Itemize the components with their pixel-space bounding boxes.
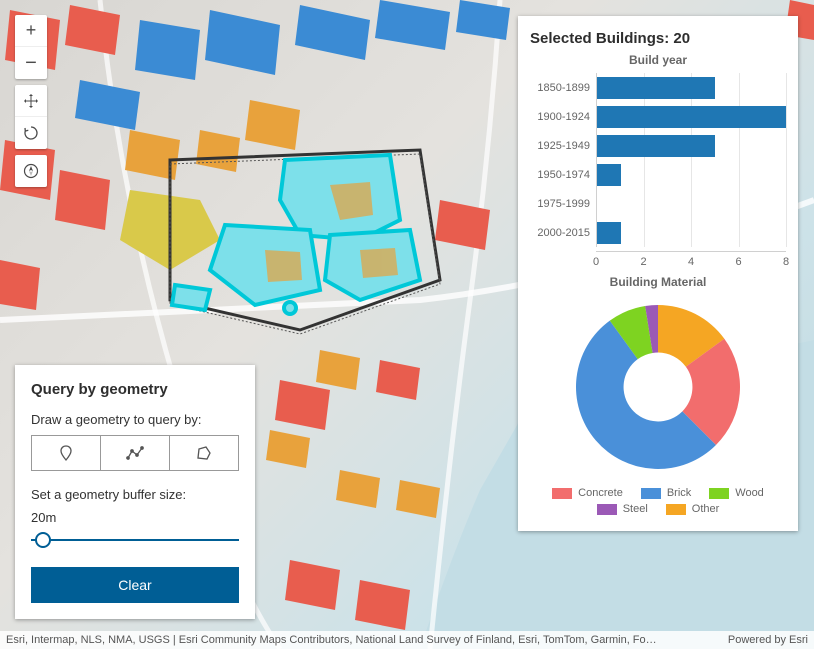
- attribution-text: Esri, Intermap, NLS, NMA, USGS | Esri Co…: [6, 634, 657, 646]
- buffer-size-label: Set a geometry buffer size:: [31, 487, 239, 502]
- bar: [597, 222, 621, 244]
- bar: [597, 106, 786, 128]
- bar-row: 2000-2015: [530, 218, 786, 247]
- axis-tick: 8: [783, 256, 789, 268]
- legend-label: Concrete: [578, 487, 623, 499]
- legend-swatch: [666, 504, 686, 515]
- compass-group: [15, 155, 47, 187]
- draw-line-button[interactable]: [101, 436, 170, 470]
- bar-category-label: 1850-1899: [530, 82, 596, 94]
- bar: [597, 135, 715, 157]
- rotate-button[interactable]: [15, 117, 47, 149]
- results-title-prefix: Selected Buildings:: [530, 30, 673, 47]
- legend-swatch: [641, 488, 661, 499]
- compass-button[interactable]: [15, 155, 47, 187]
- bar-row: 1900-1924: [530, 102, 786, 131]
- bar-row: 1925-1949: [530, 131, 786, 160]
- query-panel: Query by geometry Draw a geometry to que…: [15, 365, 255, 619]
- zoom-group: + −: [15, 15, 47, 79]
- zoom-in-button[interactable]: +: [15, 15, 47, 47]
- legend-label: Steel: [623, 503, 648, 515]
- map-nav-tools: + −: [15, 15, 47, 187]
- axis-tick: 4: [688, 256, 694, 268]
- point-pin-icon: [57, 444, 75, 462]
- pan-rotate-group: [15, 85, 47, 149]
- query-panel-title: Query by geometry: [31, 381, 239, 398]
- slider-track: [31, 539, 239, 541]
- app-root: + − Query by geometry Draw a geometry to…: [0, 0, 814, 649]
- legend-swatch: [552, 488, 572, 499]
- plus-icon: +: [26, 20, 37, 41]
- bar-category-label: 1900-1924: [530, 111, 596, 123]
- legend-label: Wood: [735, 487, 764, 499]
- legend-swatch: [709, 488, 729, 499]
- geometry-type-buttons: [31, 435, 239, 471]
- bar-category-label: 1925-1949: [530, 140, 596, 152]
- zoom-out-button[interactable]: −: [15, 47, 47, 79]
- buffer-slider[interactable]: [31, 529, 239, 551]
- legend-item: Steel: [597, 503, 648, 515]
- bar: [597, 77, 715, 99]
- bar-category-label: 2000-2015: [530, 227, 596, 239]
- clear-button-label: Clear: [118, 577, 151, 593]
- slider-thumb[interactable]: [35, 532, 51, 548]
- legend-item: Other: [666, 503, 720, 515]
- results-title: Selected Buildings: 20: [530, 30, 786, 47]
- powered-by[interactable]: Powered by Esri: [728, 634, 808, 646]
- results-count: 20: [673, 30, 690, 47]
- attribution-bar: Esri, Intermap, NLS, NMA, USGS | Esri Co…: [0, 631, 814, 649]
- draw-point-button[interactable]: [32, 436, 101, 470]
- donut-svg: [568, 297, 748, 477]
- polygon-icon: [195, 444, 213, 462]
- bar-row: 1850-1899: [530, 73, 786, 102]
- buffer-size-value: 20m: [31, 510, 239, 525]
- build-year-bar-chart: 1850-1899 1900-1924 1925-1949 1950-1974 1975…: [530, 73, 786, 271]
- legend-label: Other: [692, 503, 720, 515]
- bar-category-label: 1975-1999: [530, 198, 596, 210]
- bar-row: 1950-1974: [530, 160, 786, 189]
- axis-tick: 2: [640, 256, 646, 268]
- legend-item: Wood: [709, 487, 764, 499]
- polyline-icon: [126, 444, 144, 462]
- pan-icon: [23, 93, 39, 109]
- bar-row: 1975-1999: [530, 189, 786, 218]
- draw-polygon-button[interactable]: [170, 436, 238, 470]
- legend-item: Brick: [641, 487, 691, 499]
- pan-button[interactable]: [15, 85, 47, 117]
- donut-legend: Concrete Brick Wood Steel Other: [530, 487, 786, 515]
- legend-label: Brick: [667, 487, 691, 499]
- bar-chart-title: Build year: [530, 53, 786, 67]
- legend-item: Concrete: [552, 487, 623, 499]
- bar-category-label: 1950-1974: [530, 169, 596, 181]
- axis-tick: 6: [735, 256, 741, 268]
- minus-icon: −: [25, 52, 37, 75]
- results-panel: Selected Buildings: 20 Build year 1850-1…: [518, 16, 798, 531]
- rotate-icon: [23, 125, 39, 141]
- axis-tick: 0: [593, 256, 599, 268]
- bar: [597, 164, 621, 186]
- material-donut-chart: [530, 297, 786, 477]
- draw-geometry-label: Draw a geometry to query by:: [31, 412, 239, 427]
- legend-swatch: [597, 504, 617, 515]
- compass-icon: [23, 163, 39, 179]
- clear-button[interactable]: Clear: [31, 567, 239, 603]
- donut-chart-title: Building Material: [530, 275, 786, 289]
